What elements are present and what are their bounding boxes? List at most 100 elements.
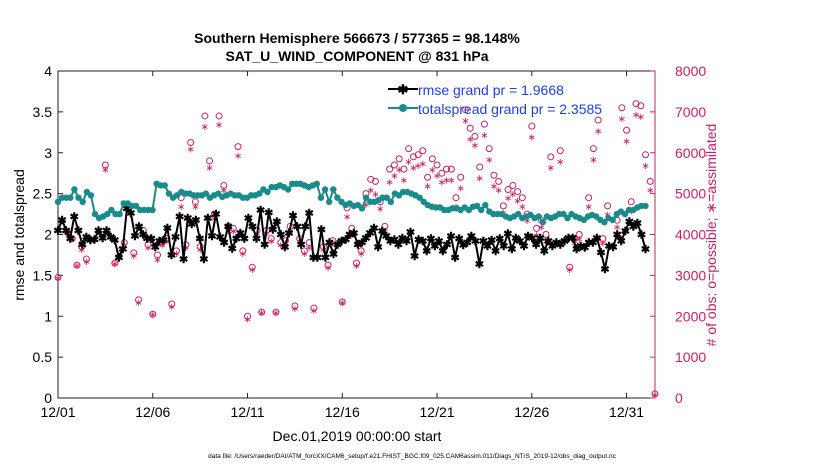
rmse-point: ✱	[325, 238, 334, 250]
y-tick-label: 1.5	[33, 267, 53, 283]
rmse-point: ✱	[175, 212, 184, 224]
totalspread-point	[330, 186, 337, 193]
obs-assimilated-point: ∗	[291, 304, 299, 315]
obs-assimilated-point: ∗	[168, 302, 176, 313]
obs-possible-point	[485, 145, 493, 153]
obs-assimilated-point: ∗	[319, 245, 327, 256]
legend-rmse-label: rmse grand pr = 1.9668	[418, 82, 564, 98]
rmse-point: ✱	[540, 246, 549, 258]
obs-assimilated-point: ∗	[395, 165, 403, 176]
obs-assimilated-point: ∗	[177, 202, 185, 213]
obs-assimilated-point: ∗	[385, 177, 393, 188]
x-axis: 12/01 12/06 12/11 12/16 12/21 12/26 12/31	[40, 71, 644, 420]
rmse-point: ✱	[584, 238, 593, 250]
obs-assimilated-point: ∗	[243, 314, 251, 325]
rmse-point: ✱	[588, 238, 597, 250]
y2-tick-label: 1000	[675, 349, 706, 365]
obs-possible-point	[386, 165, 394, 173]
obs-assimilated-point: ∗	[310, 306, 318, 317]
obs-assimilated-point: ∗	[149, 310, 157, 321]
x-tick-label: 12/21	[420, 404, 455, 420]
rmse-point: ✱	[288, 211, 297, 223]
obs-assimilated-point: ∗	[381, 226, 389, 237]
obs-possible-point	[566, 263, 574, 271]
obs-possible-point	[495, 177, 503, 185]
obs-assimilated-point: ∗	[599, 239, 607, 250]
rmse-point: ✱	[130, 231, 139, 243]
totalspread-point	[284, 186, 292, 193]
rmse-point: ✱	[114, 252, 123, 264]
totalspread-point	[67, 194, 74, 201]
y-axis-right: 0 1000 2000 3000 4000 5000 6000 7000 8000	[650, 63, 706, 406]
rmse-point: ✱	[155, 236, 164, 248]
rmse-point: ✱	[171, 232, 180, 244]
totalspread-point	[165, 190, 173, 197]
obs-assimilated-point: ∗	[54, 273, 62, 284]
rmse-point: ✱	[70, 212, 79, 224]
legend: ✱ rmse grand pr = 1.9668 totalspread gra…	[388, 82, 602, 117]
obs-assimilated-point: ∗	[494, 186, 502, 197]
rmse-point: ✱	[264, 207, 273, 219]
totalspread-point	[264, 188, 271, 196]
obs-possible-point	[244, 312, 252, 320]
rmse-point: ✱	[236, 228, 245, 240]
rmse-point: ✱	[378, 226, 387, 238]
rmse-point: ✱	[248, 221, 257, 233]
rmse-point: ✱	[556, 239, 565, 251]
rmse-point: ✱	[568, 233, 577, 245]
obs-possible-point	[556, 147, 564, 155]
rmse-point: ✱	[633, 218, 642, 230]
obs-possible-point	[547, 153, 555, 161]
obs-possible-point	[646, 177, 654, 185]
obs-assimilated-point: ∗	[258, 308, 266, 319]
obs-possible-point	[490, 171, 498, 179]
obs-possible-point	[215, 112, 223, 120]
obs-assimilated-point: ∗	[73, 261, 81, 272]
obs-assimilated-point: ∗	[82, 257, 90, 268]
obs-possible-point	[239, 247, 247, 255]
rmse-point: ✱	[301, 221, 310, 233]
chart-title-line-2: SAT_U_WIND_COMPONENT @ 831 hPa	[225, 48, 488, 64]
totalspread-point	[71, 186, 78, 193]
obs-possible-point	[73, 261, 81, 269]
rmse-point: ✱	[292, 221, 301, 233]
obs-assimilated-point: ∗	[215, 120, 223, 131]
legend-spread-label: totalspread grand pr = 2.3585	[418, 101, 602, 117]
x-tick-label: 12/06	[135, 404, 170, 420]
rmse-point: ✱	[365, 228, 374, 240]
obs-assimilated-point: ∗	[201, 122, 209, 133]
obs-possible-point	[82, 255, 90, 263]
rmse-point: ✱	[544, 236, 553, 248]
rmse-point: ✱	[507, 244, 516, 256]
totalspread-point	[621, 210, 629, 218]
obs-possible-point	[476, 163, 484, 171]
rmse-point: ✱	[446, 231, 455, 243]
obs-assimilated-point: ∗	[509, 190, 517, 201]
obs-possible-point	[135, 296, 143, 304]
rmse-point: ✱	[552, 238, 561, 250]
y2-tick-label: 4000	[675, 227, 706, 243]
obs-possible-point	[419, 147, 427, 155]
rmse-point: ✱	[527, 233, 536, 245]
totalspread-point	[362, 194, 370, 201]
rmse-point: ✱	[268, 225, 277, 237]
obs-assimilated-point: ∗	[300, 249, 308, 260]
obs-assimilated-point: ∗	[466, 134, 474, 145]
rmse-point: ✱	[450, 252, 459, 264]
y-axis-left: 0 0.5 1 1.5 2 2.5 3 3.5 4	[33, 63, 63, 406]
obs-assimilated-point: ∗	[528, 132, 536, 143]
totalspread-point	[317, 194, 325, 201]
rmse-point: ✱	[361, 233, 370, 245]
totalspread-point	[75, 194, 82, 201]
totalspread-point	[535, 213, 542, 220]
rmse-point: ✱	[215, 232, 224, 244]
totalspread-point	[91, 210, 99, 218]
y-tick-label: 0.5	[33, 349, 53, 365]
rmse-point: ✱	[280, 242, 289, 254]
rmse-point: ✱	[625, 216, 634, 228]
obs-possible-point	[452, 194, 460, 202]
obs-assimilated-point: ∗	[447, 175, 455, 186]
obs-assimilated-point: ∗	[646, 186, 654, 197]
x-tick-label: 12/26	[514, 404, 549, 420]
obs-assimilated-point: ∗	[352, 261, 360, 272]
